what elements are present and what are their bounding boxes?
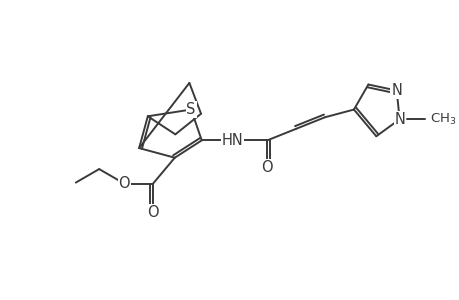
Text: CH$_3$: CH$_3$ — [430, 112, 456, 127]
Text: O: O — [118, 176, 130, 191]
Text: N: N — [390, 83, 401, 98]
Text: O: O — [261, 160, 273, 175]
Text: O: O — [147, 205, 158, 220]
Text: S: S — [186, 102, 196, 117]
Text: HN: HN — [221, 133, 243, 148]
Text: N: N — [393, 112, 404, 127]
